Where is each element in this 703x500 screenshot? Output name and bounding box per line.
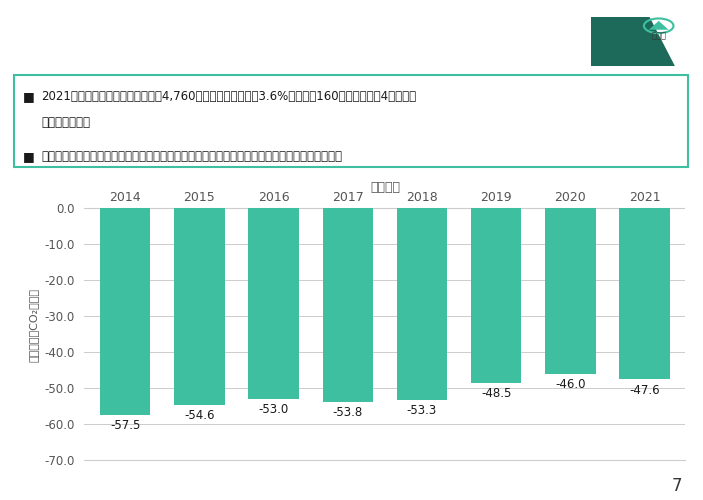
Text: 2017: 2017 [332,190,363,203]
Bar [471,208,522,382]
Bar [546,208,595,374]
Text: -53.0: -53.0 [259,403,289,416]
Text: 森林等からの吸収量の推移: 森林等からの吸収量の推移 [15,32,165,52]
Text: -54.6: -54.6 [184,409,214,422]
Text: 2014: 2014 [110,190,141,203]
Text: 2018: 2018 [406,190,438,203]
Text: 2019: 2019 [480,190,512,203]
Bar [248,208,299,399]
Text: 7: 7 [671,477,682,495]
Text: -48.5: -48.5 [481,387,511,400]
Text: 2015: 2015 [183,190,215,203]
Text: -47.6: -47.6 [629,384,660,396]
Polygon shape [649,21,669,29]
Text: 2020: 2020 [555,190,586,203]
Bar [174,208,224,404]
Text: 2016: 2016 [258,190,290,203]
Text: 環境省: 環境省 [651,31,666,40]
Text: -46.0: -46.0 [555,378,586,391]
Text: 吸収量の増加については、森林整備の着実な実施や木材利用の推進等が主な要因と考えられる。: 吸収量の増加については、森林整備の着実な実施や木材利用の推進等が主な要因と考えら… [41,150,342,164]
Text: 2021: 2021 [628,190,660,203]
Bar [323,208,373,402]
Text: ■: ■ [22,150,34,164]
Text: ■: ■ [22,90,34,103]
Bar [396,208,447,400]
Bar [100,208,150,415]
Y-axis label: （百万トンCO₂換算）: （百万トンCO₂換算） [29,288,39,362]
Text: -53.3: -53.3 [407,404,437,417]
Text: 増加に転じた。: 増加に転じた。 [41,116,90,130]
Bar [619,208,670,380]
Text: -57.5: -57.5 [110,420,141,432]
Text: （年度）: （年度） [370,180,400,194]
Polygon shape [591,17,675,66]
Text: -53.8: -53.8 [333,406,363,419]
Text: 2021年度の森林等からの吸収量は4,760万トンで、前年度比3.6%増加（＋160万トン）と、4年ぶりに: 2021年度の森林等からの吸収量は4,760万トンで、前年度比3.6%増加（＋1… [41,90,416,103]
